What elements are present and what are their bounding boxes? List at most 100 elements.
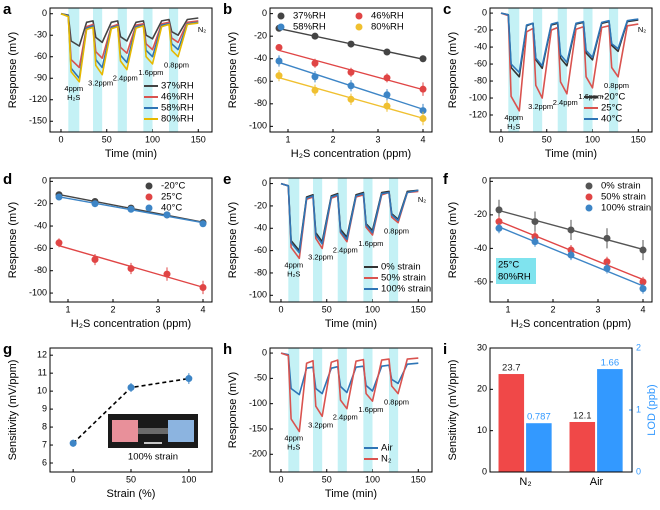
response-line [500, 12, 639, 74]
exposure-band [143, 8, 153, 132]
note-text: 80%RH [498, 272, 531, 283]
exposure-band [337, 348, 347, 472]
gas-label: N₂ [638, 25, 646, 34]
y-tick-label: -150 [29, 116, 47, 126]
legend-label: 100% strain [381, 284, 431, 295]
data-point [383, 91, 391, 99]
data-point [383, 48, 391, 56]
legend-label: 25°C [601, 103, 622, 114]
legend-swatch [355, 12, 363, 20]
x-tick-label: 50 [102, 134, 112, 144]
x-tick-label: 100 [181, 474, 196, 484]
response-line [280, 182, 419, 254]
annotation: 1.6ppm [358, 405, 383, 414]
legend-label: 46%RH [161, 92, 194, 103]
exposure-band [288, 348, 300, 472]
annotation: 2.4ppm [113, 74, 138, 83]
legend-label: Air [381, 443, 393, 454]
y-tick-label: 6 [42, 457, 47, 467]
y-tick-label: 10 [37, 386, 47, 396]
y-axis-label: Response (mV) [447, 202, 459, 278]
y-tick-label: 0 [262, 8, 267, 18]
bar [569, 421, 596, 472]
annotation: 2.4ppm [333, 246, 358, 255]
data-point [275, 72, 283, 80]
data-point [127, 384, 135, 392]
data-point [603, 264, 611, 272]
response-line [280, 352, 419, 433]
data-point [275, 57, 283, 65]
exposure-band [168, 8, 179, 132]
inset-electrode [112, 420, 138, 442]
y-tick-label: 0 [262, 347, 267, 357]
y-tick-label: 0 [482, 466, 487, 476]
x-axis-label: Time (min) [325, 318, 377, 330]
y-tick-label: -200 [249, 449, 267, 459]
legend-label: 58%RH [161, 103, 194, 114]
x-tick-label: 2 [110, 304, 115, 314]
y-tick-label: 0 [482, 7, 487, 17]
x-tick-label: 2 [550, 304, 555, 314]
plot-frame [49, 177, 213, 303]
exposure-band [388, 348, 399, 472]
data-point [311, 86, 319, 94]
x-tick-label: 50 [126, 474, 136, 484]
legend-swatch [145, 193, 153, 201]
data-point [419, 107, 427, 115]
exposure-band [68, 8, 80, 132]
x-axis-label: Time (min) [105, 148, 157, 160]
annotation: 4ppm [64, 84, 83, 93]
data-point [495, 224, 503, 232]
annotation: 2.4ppm [553, 98, 578, 107]
x-tick-label: 4 [200, 304, 205, 314]
x-tick-label: 100 [585, 134, 600, 144]
legend-label: 58%RH [293, 22, 326, 33]
exposure-band [533, 8, 543, 132]
x-axis-label: Time (min) [325, 488, 377, 500]
annotation: 0.8ppm [384, 227, 409, 236]
bar [498, 374, 525, 472]
exposure-band [117, 8, 127, 132]
y-tick-label: -90 [34, 73, 47, 83]
data-point [199, 220, 207, 228]
legend-label: 0% strain [381, 262, 421, 273]
x-tick-label: N₂ [519, 476, 531, 488]
y-tick-label: -40 [474, 41, 487, 51]
note-box [496, 258, 536, 284]
x-tick-label: 2 [330, 134, 335, 144]
y-axis-label: Response (mV) [7, 32, 19, 108]
value-label: 23.7 [502, 363, 521, 374]
y-tick-label: -100 [469, 92, 487, 102]
x-tick-label: 100 [145, 134, 160, 144]
data-point [275, 43, 283, 51]
y-tick-label: -60 [474, 276, 487, 286]
x-tick-label: 0 [278, 304, 283, 314]
y-tick-label: -80 [254, 267, 267, 277]
panel-label: h [223, 341, 232, 358]
x-tick-label: 50 [322, 474, 332, 484]
x-tick-label: 4 [420, 134, 425, 144]
y-tick-label: -20 [34, 198, 47, 208]
plot-frame [269, 7, 433, 133]
data-point [603, 234, 611, 242]
x-tick-label: 0 [58, 134, 63, 144]
x-tick-label: 1 [505, 304, 510, 314]
data-point [199, 283, 207, 291]
data-point [639, 246, 647, 254]
panel-label: i [443, 341, 447, 358]
data-point [55, 239, 63, 247]
y-tick-label: -60 [254, 245, 267, 255]
data-point [69, 439, 77, 447]
annotation: 0.8ppm [604, 81, 629, 90]
y-tick-label: -30 [34, 30, 47, 40]
legend-label: 80%RH [371, 22, 404, 33]
data-point [185, 375, 193, 383]
x-axis-label: H₂S concentration (ppm) [71, 318, 191, 330]
annotation: 3.2ppm [88, 79, 113, 88]
y-tick-label: -60 [254, 76, 267, 86]
y-tick-label: 12 [37, 350, 47, 360]
annotation: H₂S [287, 442, 300, 451]
x-tick-label: 50 [542, 134, 552, 144]
panel-label: a [3, 1, 12, 18]
legend-label: 50% strain [381, 273, 426, 284]
